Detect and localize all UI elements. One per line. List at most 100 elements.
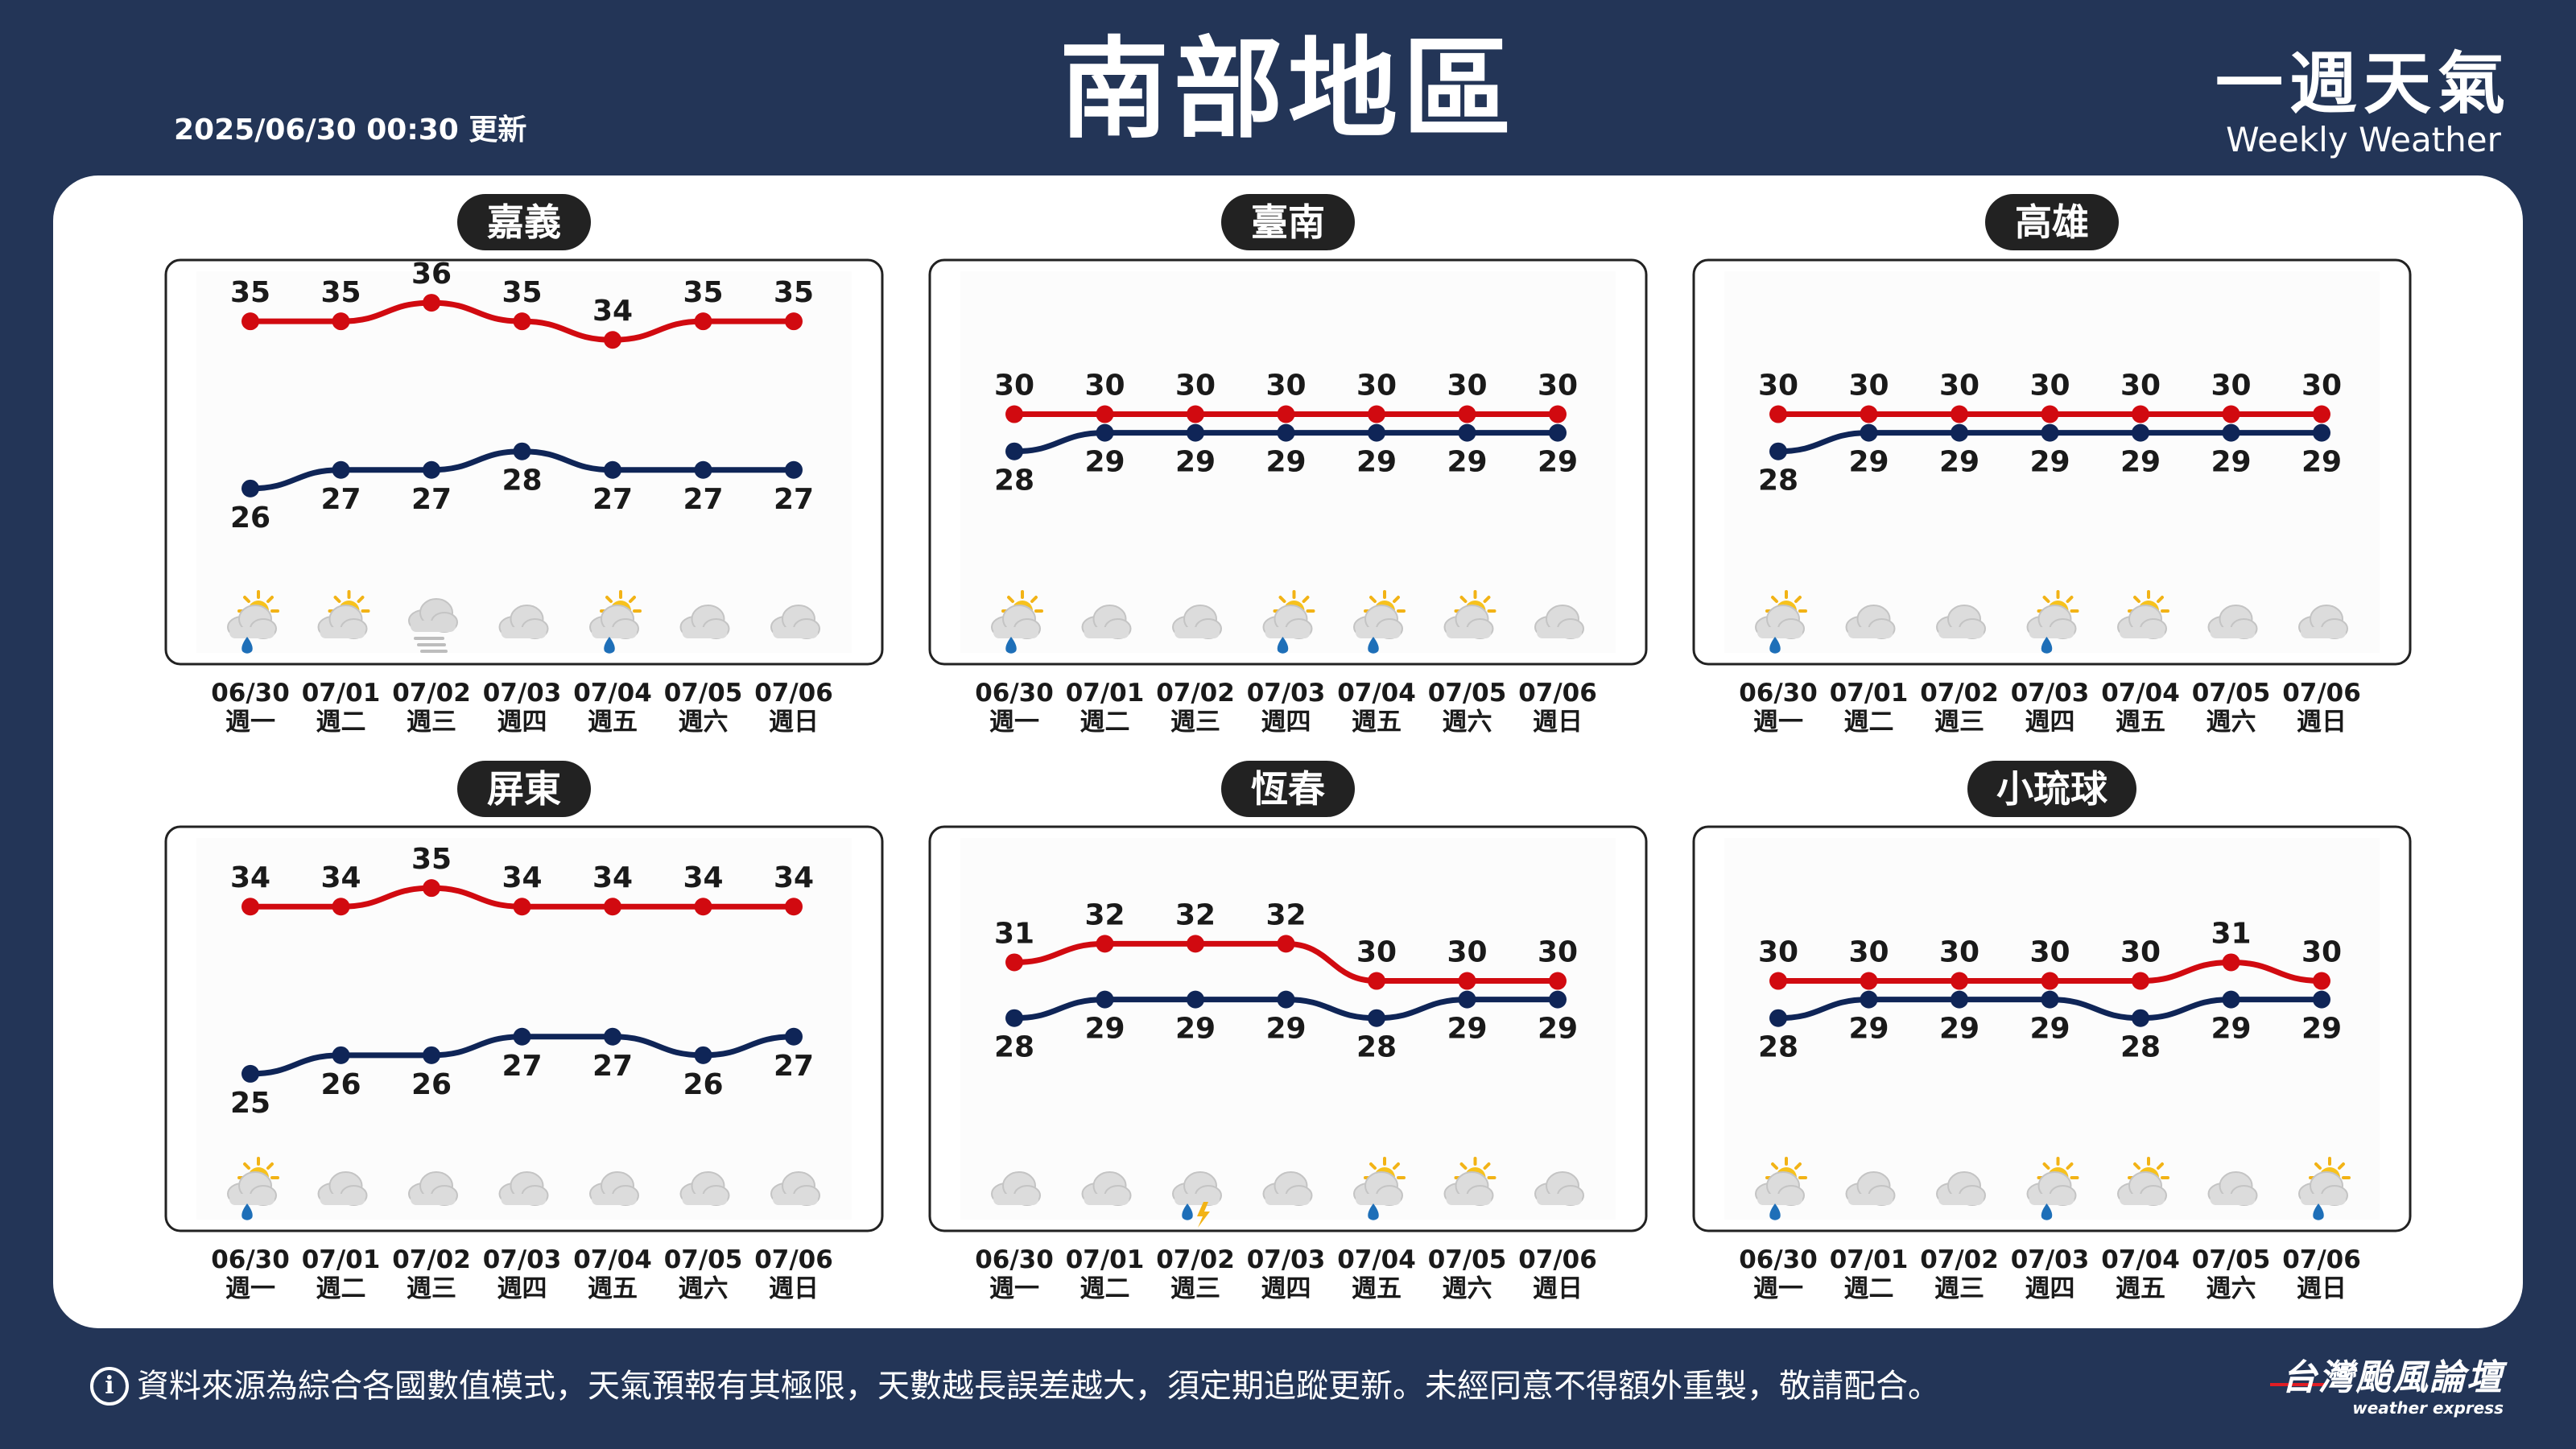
date-label: 07/02 [1920,1245,1999,1274]
weekday-label: 週四 [1261,1274,1311,1303]
high-temp-point [332,312,350,331]
cloudy-icon [1845,605,1896,639]
weekday-label: 週三 [1170,1274,1220,1303]
high-temp-point [1277,935,1295,953]
weekday-label: 週日 [2297,1274,2347,1303]
cloudy-icon [1172,605,1222,639]
low-temp-label: 29 [2029,1013,2070,1046]
weekday-label: 週六 [679,708,729,737]
weekday-label: 週一 [989,1274,1039,1303]
low-temp-label: 27 [411,483,452,516]
weekday-label: 週二 [1080,1274,1130,1303]
low-temp-label: 29 [1939,1013,1979,1046]
cloudy-icon [2298,605,2348,639]
date-label: 06/30 [211,1245,290,1274]
partly-sunny-rain-icon [589,590,642,654]
date-label: 07/04 [1337,1245,1416,1274]
high-temp-point [1368,972,1385,990]
low-temp-label: 29 [2029,446,2070,479]
city-badge [1985,194,2119,250]
date-label: 06/30 [1739,679,1818,708]
low-temp-point [1951,990,1968,1009]
logo-divider [2270,1383,2326,1386]
low-temp-point [1096,423,1114,442]
date-label: 07/04 [2101,1245,2180,1274]
low-temp-point [694,460,712,479]
high-temp-label: 34 [502,861,542,894]
low-temp-label: 29 [2211,446,2251,479]
date-label: 06/30 [1739,1245,1818,1274]
weekday-label: 週四 [497,708,547,737]
date-label: 07/05 [2192,1245,2271,1274]
low-temp-label: 27 [320,483,361,516]
low-temp-label: 29 [2301,446,2342,479]
low-temp-label: 29 [1265,446,1306,479]
high-temp-point [242,312,259,331]
high-temp-label: 34 [592,295,633,328]
low-temp-label: 29 [1084,446,1125,479]
high-temp-point [423,294,440,312]
weekday-label: 週一 [225,708,275,737]
high-temp-point [513,898,531,916]
date-label: 07/04 [1337,679,1416,708]
low-temp-label: 27 [592,1050,633,1083]
city-name: 嘉義 [487,200,561,244]
weekday-label: 週六 [2207,1274,2256,1303]
high-temp-label: 35 [411,843,452,876]
brand-title-en: Weekly Weather [2226,120,2501,159]
weekday-label: 週三 [1170,708,1220,737]
weekday-label: 週一 [989,708,1039,737]
cloudy-icon [1534,1171,1584,1206]
low-temp-point [1549,990,1567,1009]
high-temp-label: 30 [2301,936,2342,969]
date-label: 07/04 [573,1245,652,1274]
low-temp-label: 29 [1175,1013,1216,1046]
high-temp-label: 30 [1939,936,1979,969]
partly-sunny-rain-icon [991,590,1043,654]
low-temp-label: 29 [1939,446,1979,479]
low-temp-point [2313,990,2330,1009]
high-temp-point [1096,405,1114,423]
city-name: 小琉球 [1996,767,2108,811]
weekday-label: 週四 [1261,708,1311,737]
low-temp-label: 29 [1175,446,1216,479]
low-temp-point [2313,423,2330,442]
low-temp-point [513,1027,531,1046]
high-temp-label: 30 [1356,369,1397,402]
high-temp-point [1769,405,1787,423]
date-label: 07/05 [1428,1245,1507,1274]
low-temp-label: 29 [1356,446,1397,479]
partly-sunny-icon [2117,1157,2169,1206]
high-temp-point [1860,972,1878,990]
date-label: 07/01 [1830,1245,1909,1274]
date-label: 07/02 [1156,1245,1235,1274]
update-timestamp: 2025/06/30 00:30 更新 [174,114,527,147]
low-temp-label: 29 [2301,1013,2342,1046]
high-temp-point [2222,953,2240,972]
cloudy-icon [1936,605,1986,639]
weekday-label: 週四 [2025,708,2075,737]
weekday-label: 週六 [2207,708,2256,737]
high-temp-label: 30 [2029,936,2070,969]
low-temp-label: 29 [1538,446,1578,479]
weekday-label: 週日 [1533,708,1583,737]
low-temp-label: 29 [1265,1013,1306,1046]
high-temp-point [1005,405,1023,423]
low-temp-point [604,460,621,479]
city-name: 高雄 [2015,200,2089,244]
high-temp-label: 30 [1939,369,1979,402]
cloudy-icon [498,1171,549,1206]
city-name: 屏東 [487,767,561,811]
partly-sunny-rain-icon [227,1157,279,1220]
weekday-label: 週日 [769,1274,819,1303]
weekday-label: 週五 [1352,708,1402,737]
low-temp-point [785,1027,803,1046]
partly-sunny-icon [1443,1157,1496,1206]
low-temp-point [1860,990,1878,1009]
low-temp-point [1187,990,1204,1009]
weekday-label: 週二 [1080,708,1130,737]
cloudy-icon [679,1171,730,1206]
low-temp-label: 29 [1084,1013,1125,1046]
high-temp-point [2132,405,2149,423]
